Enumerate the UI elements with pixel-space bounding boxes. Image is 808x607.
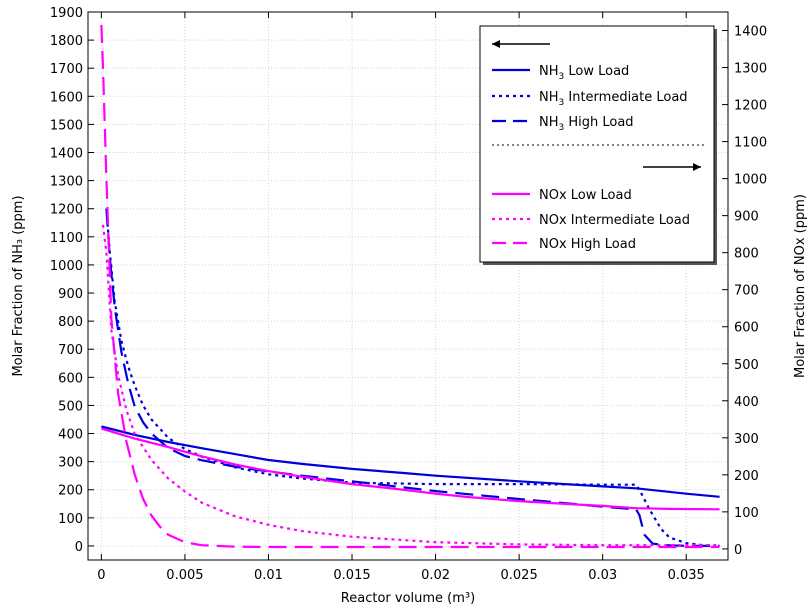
legend-box <box>479 25 715 263</box>
x-tick-label: 0.005 <box>166 568 203 583</box>
y-right-tick-label: 300 <box>734 432 759 447</box>
y-right-tick-label: 1300 <box>734 62 767 77</box>
y-right-tick-label: 400 <box>734 395 759 410</box>
y-right-tick-label: 1400 <box>734 25 767 40</box>
series-line-3 <box>105 208 720 548</box>
y-left-tick-label: 1200 <box>50 203 83 218</box>
y-right-tick-label: 700 <box>734 284 759 299</box>
x-tick-label: 0.03 <box>588 568 617 583</box>
y-axis-left: 0 100 200 300 400 500 600 700 800 900 1000 1100 1200… <box>50 6 94 555</box>
x-tick-label: 0 <box>97 568 105 583</box>
y-right-tick-label: 200 <box>734 469 759 484</box>
y-right-tick-label: 1200 <box>734 99 767 114</box>
y-left-tick-label: 400 <box>58 428 83 443</box>
y-right-tick-label: 0 <box>734 543 742 558</box>
y-right-tick-label: 900 <box>734 210 759 225</box>
x-tick-label: 0.035 <box>668 568 705 583</box>
y-left-tick-label: 1900 <box>50 6 83 21</box>
legend-label-6: NOx High Load <box>539 237 636 252</box>
y-left-tick-label: 900 <box>58 287 83 302</box>
y-left-tick-label: 1400 <box>50 147 83 162</box>
y-right-tick-label: 1000 <box>734 173 767 188</box>
y-left-tick-label: 100 <box>58 512 83 527</box>
legend-label-5: NOx Intermediate Load <box>539 213 690 228</box>
y-right-tick-label: 1100 <box>734 136 767 151</box>
series-layer <box>100 24 720 549</box>
y-right-tick-label: 500 <box>734 358 759 373</box>
y-axis-right-title: Molar Fraction of NOx (ppm) <box>793 194 808 378</box>
y-right-tick-label: 800 <box>734 247 759 262</box>
legend-right-axis-arrow-head <box>693 163 701 171</box>
series-line-2 <box>105 208 720 547</box>
y-left-tick-label: 1500 <box>50 118 83 133</box>
y-left-tick-label: 300 <box>58 456 83 471</box>
series-line-1 <box>101 425 720 498</box>
y-left-tick-label: 800 <box>58 315 83 330</box>
plot-frame <box>87 11 729 561</box>
legend: NH3 Low Load NH3 Intermediate Load NH3 Hig… <box>479 25 717 265</box>
y-right-tick-label: 600 <box>734 321 759 336</box>
y-left-tick-label: 1600 <box>50 90 83 105</box>
series-line-6 <box>100 24 720 549</box>
x-axis-title: Reactor volume (m³) <box>341 591 475 606</box>
y-left-tick-label: 500 <box>58 399 83 414</box>
series-line-4 <box>101 427 720 511</box>
y-right-tick-label: 100 <box>734 506 759 521</box>
y-left-tick-label: 1100 <box>50 231 83 246</box>
y-left-tick-label: 0 <box>75 540 83 555</box>
y-left-tick-label: 1800 <box>50 34 83 49</box>
y-left-tick-label: 1300 <box>50 175 83 190</box>
legend-label-4: NOx Low Load <box>539 188 632 203</box>
x-axis: 0 0.005 0.01 0.015 0.02 0.025 0.03 0.035 <box>97 12 705 583</box>
y-axis-right: 0 100 200 300 400 500 600 700 800 900 1000 1100 1200… <box>722 25 767 558</box>
x-tick-label: 0.025 <box>501 568 538 583</box>
y-left-tick-label: 1700 <box>50 62 83 77</box>
y-axis-left-title: Molar Fraction of NH₃ (ppm) <box>11 195 26 376</box>
legend-label-3: NH3 High Load <box>539 115 634 133</box>
y-left-tick-label: 600 <box>58 371 83 386</box>
x-tick-label: 0.015 <box>333 568 370 583</box>
legend-label-1: NH3 Low Load <box>539 64 629 82</box>
x-tick-label: 0.02 <box>421 568 450 583</box>
x-tick-label: 0.01 <box>254 568 283 583</box>
legend-left-axis-arrow-head <box>492 40 500 48</box>
series-line-5 <box>101 224 720 547</box>
y-left-tick-label: 1000 <box>50 259 83 274</box>
y-left-tick-label: 200 <box>58 484 83 499</box>
y-left-tick-label: 700 <box>58 343 83 358</box>
legend-label-2: NH3 Intermediate Load <box>539 90 688 108</box>
